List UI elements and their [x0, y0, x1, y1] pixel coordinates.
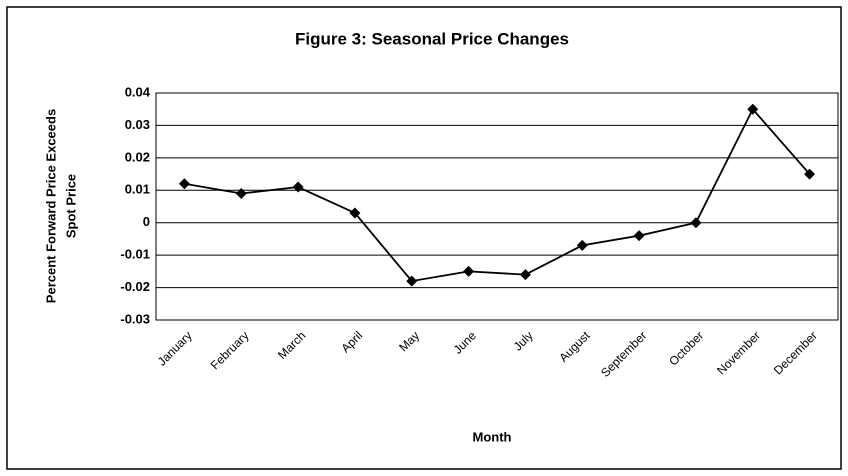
marker [235, 188, 247, 200]
marker [406, 275, 418, 287]
y-tick-label: 0.01 [125, 182, 150, 197]
y-axis-label-line: Percent Forward Price Exceeds [43, 109, 58, 303]
marker [804, 168, 816, 180]
marker [292, 181, 304, 193]
y-tick-label: -0.02 [120, 279, 150, 294]
y-axis-label: Percent Forward Price Exceeds Spot Price [43, 109, 78, 303]
y-tick-label: 0.04 [125, 84, 151, 99]
y-tick-label: 0.03 [125, 117, 150, 132]
marker [633, 230, 645, 242]
chart-title: Figure 3: Seasonal Price Changes [295, 29, 569, 48]
marker [747, 103, 759, 115]
y-tick-label: -0.01 [120, 247, 150, 262]
y-axis-label-line: Spot Price [63, 174, 78, 238]
marker [178, 178, 190, 190]
y-tick-label: 0 [143, 214, 150, 229]
marker [463, 265, 475, 277]
x-axis-label: Month [473, 429, 512, 444]
plot-area [155, 92, 839, 321]
line [184, 107, 811, 283]
marker [349, 207, 361, 219]
y-tick-label: 0.02 [125, 149, 150, 164]
marker [576, 239, 588, 251]
marker [690, 217, 702, 229]
y-tick-label: -0.03 [120, 311, 150, 326]
marker [519, 269, 531, 281]
